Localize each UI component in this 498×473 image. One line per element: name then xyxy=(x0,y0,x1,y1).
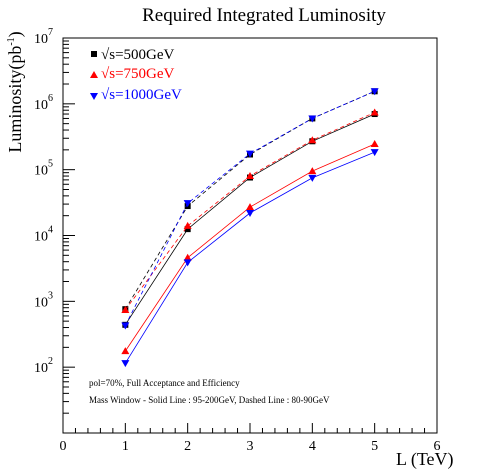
data-point xyxy=(308,115,317,123)
series-line xyxy=(124,151,375,364)
data-point xyxy=(308,136,317,144)
x-tick-label: 2 xyxy=(184,439,191,454)
y-axis-label: Luminosity(pb-1) xyxy=(5,31,26,152)
legend-label-500: √s=500GeV xyxy=(101,47,175,63)
data-point xyxy=(370,149,379,157)
chart-title: Required Integrated Luminosity xyxy=(142,5,386,26)
y-axis: 102 103 104 105 106 107 xyxy=(34,27,75,414)
y-tick-label: 106 xyxy=(34,93,53,113)
data-point xyxy=(370,140,379,148)
legend-label-1000: √s=1000GeV xyxy=(101,87,182,103)
data-point xyxy=(121,305,130,313)
x-axis-label: L (TeV) xyxy=(396,449,454,470)
data-point xyxy=(308,167,317,175)
series-line xyxy=(124,90,375,326)
x-tick-label: 6 xyxy=(434,439,441,454)
x-axis: 0 1 2 3 4 5 6 xyxy=(60,423,441,454)
data-point xyxy=(183,200,192,208)
x-tick-label: 5 xyxy=(371,439,378,454)
annotation-mass-window: Mass Window - Solid Line : 95-200GeV, Da… xyxy=(89,395,330,405)
data-point xyxy=(370,88,379,96)
data-point xyxy=(246,150,254,158)
series-line xyxy=(124,90,375,310)
annotation-polarization: pol=70%, Full Acceptance and Efficiency xyxy=(89,378,240,388)
legend-marker-750 xyxy=(90,71,98,78)
data-point xyxy=(121,322,130,330)
y-tick-label: 102 xyxy=(34,356,53,376)
y-tick-label: 107 xyxy=(34,27,53,47)
data-point xyxy=(246,209,254,217)
legend: √s=500GeV √s=750GeV √s=1000GeV xyxy=(90,47,182,103)
x-tick-label: 0 xyxy=(60,439,67,454)
data-point xyxy=(308,174,317,182)
legend-label-750: √s=750GeV xyxy=(101,66,175,82)
svg-text:Luminosity(pb-1): Luminosity(pb-1) xyxy=(5,31,26,152)
data-point xyxy=(184,226,191,233)
y-tick-label: 105 xyxy=(34,159,53,179)
x-tick-label: 3 xyxy=(247,439,254,454)
y-axis-label-text: Luminosity(pb xyxy=(5,46,26,153)
y-axis-label-exponent: -1 xyxy=(6,37,17,45)
data-point xyxy=(246,203,254,211)
series-layer xyxy=(121,88,379,368)
data-point xyxy=(183,259,192,267)
data-point xyxy=(121,360,130,368)
legend-marker-500 xyxy=(91,51,97,57)
y-tick-label: 103 xyxy=(34,290,53,310)
data-point xyxy=(370,108,379,116)
data-point xyxy=(121,347,130,355)
data-point xyxy=(183,221,192,229)
x-tick-label: 1 xyxy=(122,439,129,454)
x-tick-label: 4 xyxy=(309,439,316,454)
data-point xyxy=(246,172,254,180)
series-line xyxy=(124,113,375,326)
legend-marker-1000 xyxy=(90,93,98,100)
data-point xyxy=(183,253,192,261)
y-tick-label: 104 xyxy=(34,225,53,245)
y-axis-label-close: ) xyxy=(5,31,26,37)
